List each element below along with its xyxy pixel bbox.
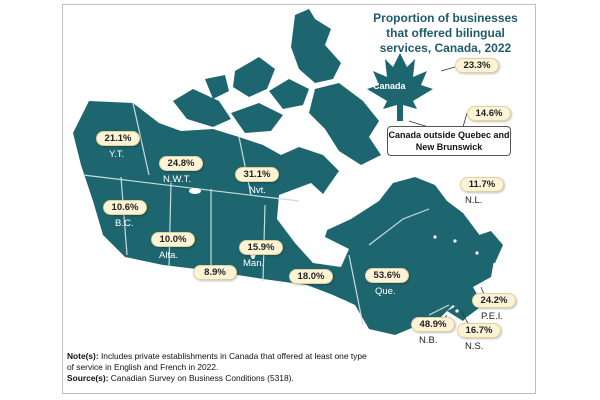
region-label-ns: N.S. — [465, 341, 484, 352]
region-value-nwt: 24.8% — [159, 156, 203, 171]
region-value-nl: 11.7% — [460, 177, 504, 192]
source-text: Canadian Survey on Business Conditions (… — [110, 373, 294, 383]
canada-label: Canada — [373, 81, 406, 91]
region-value-nb: 48.9% — [411, 317, 455, 332]
region-label-pei: P.E.I. — [481, 311, 504, 322]
map-figure: Proportion of businesses that offered bi… — [62, 4, 536, 394]
region-label-alta: Alta. — [159, 250, 179, 261]
note-text: Includes private establishments in Canad… — [67, 351, 367, 372]
canada-value: 23.3% — [455, 58, 499, 73]
region-label-man: Man. — [243, 258, 265, 269]
outside-qc-nb-value: 14.6% — [467, 106, 511, 121]
region-label-bc: B.C. — [115, 218, 134, 229]
capital-dots — [433, 235, 479, 313]
nova-scotia — [447, 301, 477, 321]
region-label-nl: N.L. — [465, 195, 483, 206]
region-label-sask: Sask. — [199, 283, 223, 294]
arctic-island — [231, 103, 283, 133]
region-label-ont: Ont. — [297, 287, 315, 298]
region-value-que: 53.6% — [365, 268, 409, 283]
region-label-nwt: N.W.T. — [163, 174, 191, 185]
notes-block: Note(s): Includes private establishments… — [67, 351, 367, 384]
region-value-man: 15.9% — [239, 240, 283, 255]
region-value-alta: 10.0% — [151, 232, 195, 247]
arctic-island — [233, 57, 275, 97]
baffin-island — [309, 83, 381, 165]
maple-leaf-icon — [367, 53, 433, 121]
outside-qc-nb-label: Canada outside Quebec and New Brunswick — [387, 126, 511, 156]
region-value-ns: 16.7% — [457, 323, 501, 338]
arctic-island — [269, 79, 309, 109]
region-value-sask: 8.9% — [193, 265, 237, 280]
region-label-que: Que. — [375, 286, 396, 297]
region-label-nb: N.B. — [419, 335, 438, 346]
region-value-pei: 24.2% — [472, 293, 516, 308]
arctic-island — [205, 75, 229, 99]
hudson-bay — [277, 183, 349, 267]
arctic-island — [291, 9, 341, 83]
province-borders — [82, 102, 450, 326]
source-label: Source(s): — [67, 373, 109, 383]
region-value-bc: 10.6% — [103, 200, 147, 215]
chart-title: Proportion of businesses that offered bi… — [373, 11, 518, 55]
great-lakes — [329, 299, 349, 311]
great-slave-lake — [189, 188, 201, 194]
region-value-nvt: 31.1% — [235, 167, 279, 182]
region-label-yt: Y.T. — [109, 149, 125, 160]
newfoundland-island — [473, 231, 503, 263]
region-value-yt: 21.1% — [96, 131, 140, 146]
note-label: Note(s): — [67, 351, 99, 361]
region-value-ont: 18.0% — [289, 269, 333, 284]
region-label-nvt: Nvt. — [249, 185, 266, 196]
arctic-island — [173, 89, 231, 127]
